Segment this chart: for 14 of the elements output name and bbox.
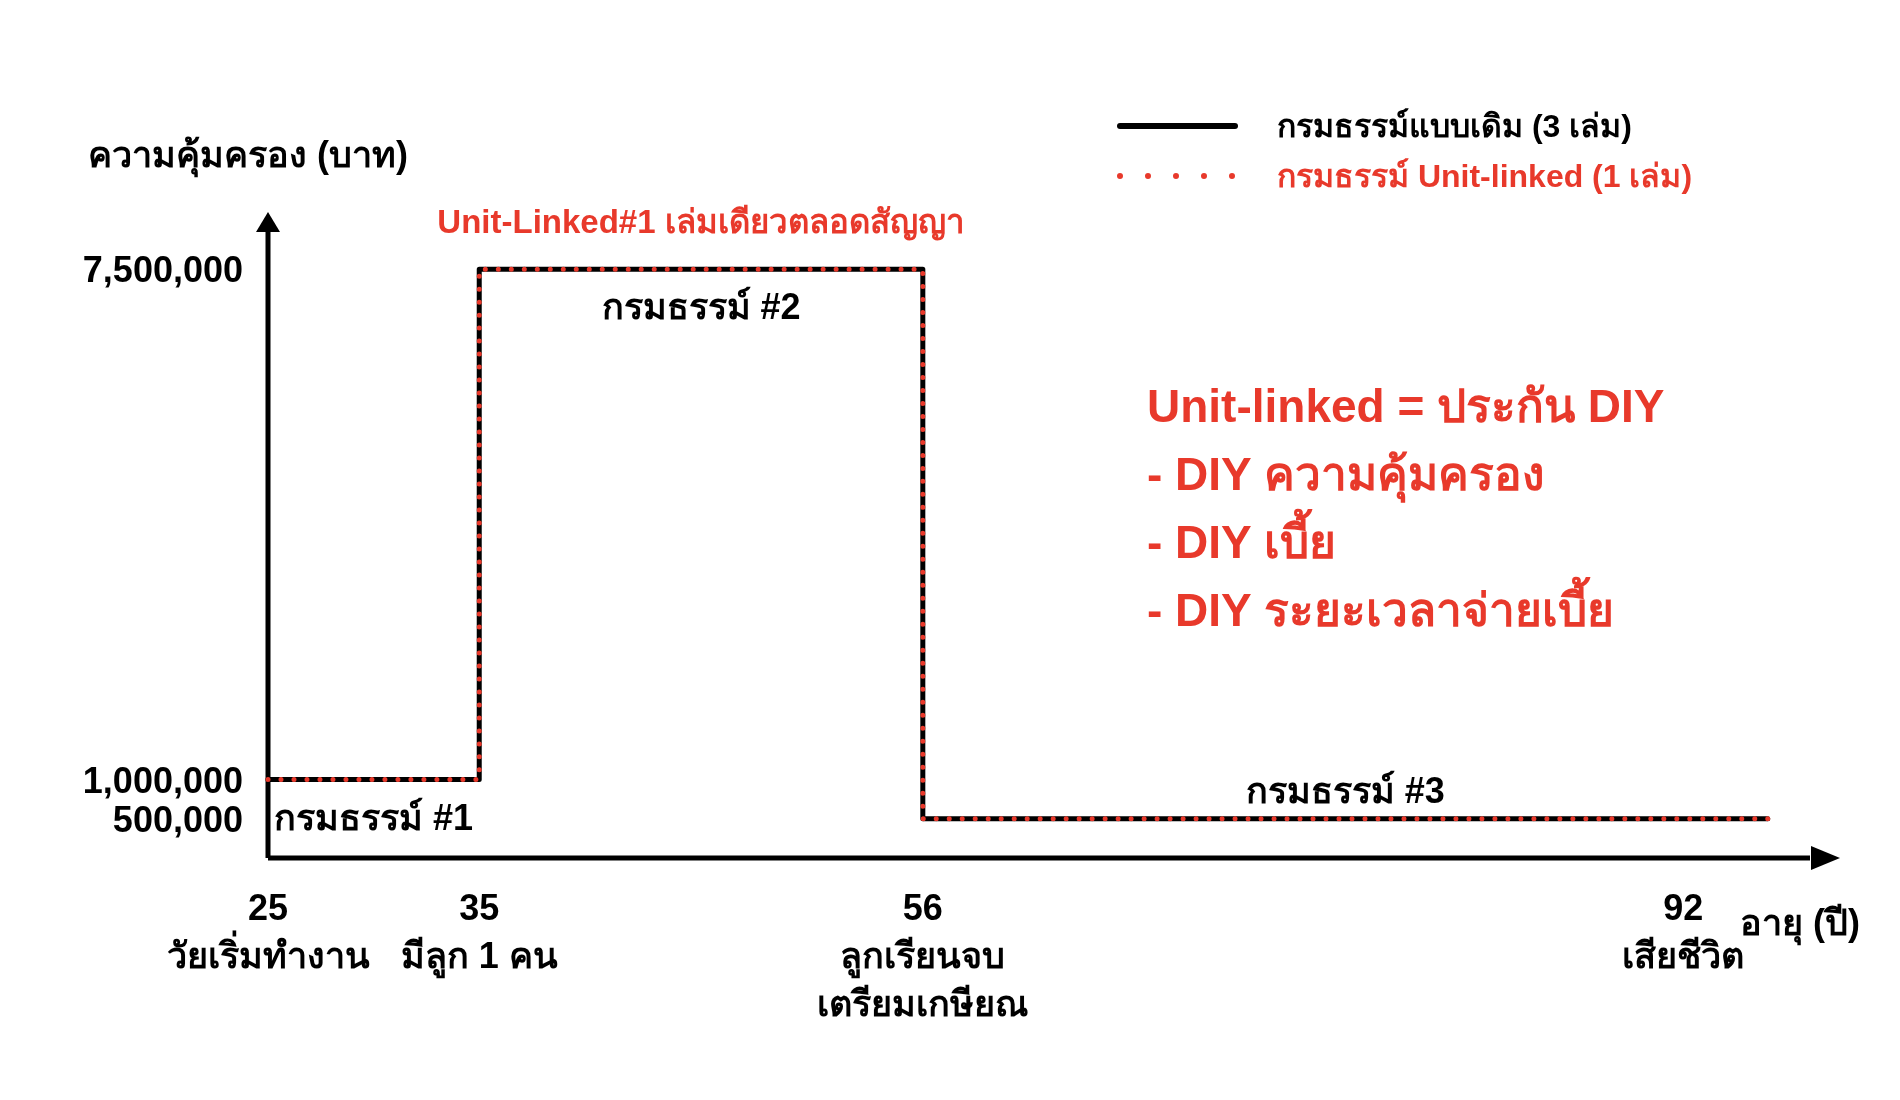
- y-tick-label: 1,000,000: [82, 759, 243, 801]
- y-tick-label: 7,500,000: [82, 249, 243, 291]
- x-tick-label: 56 ลูกเรียนจบ เตรียมเกษียณ: [817, 887, 1029, 1024]
- y-axis-title: ความคุ้มครอง (บาท): [88, 134, 408, 178]
- annotation: Unit-linked = ประกัน DIY - DIY ความคุ้มครอง - DIY เบี้ย - DIY ระยะเวลาจ่ายเบี้ย: [1147, 380, 1665, 636]
- annotation: กรมธรรม์ #3: [1245, 769, 1445, 811]
- annotation: กรมธรรม์ #1: [274, 796, 474, 838]
- annotation: กรมธรรม์ #2: [601, 286, 801, 328]
- x-tick-label: 35 มีลูก 1 คน: [400, 887, 558, 979]
- legend-label: กรมธรรม์ Unit-linked (1 เล่ม): [1277, 158, 1693, 194]
- y-tick-label: 500,000: [112, 798, 243, 840]
- legend-label: กรมธรรม์แบบเดิม (3 เล่ม): [1277, 108, 1632, 144]
- annotation: Unit-Linked#1 เล่มเดียวตลอดสัญญา: [437, 203, 965, 242]
- x-tick-label: 25 วัยเริ่มทำงาน: [166, 887, 370, 976]
